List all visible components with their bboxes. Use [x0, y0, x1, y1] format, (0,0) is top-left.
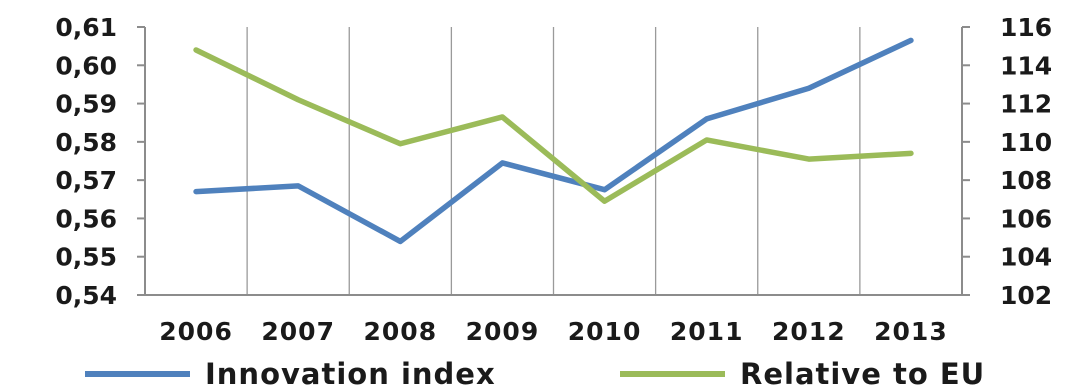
left-tick-label: 0,55: [55, 243, 117, 272]
right-tick-label: 110: [1000, 128, 1052, 157]
legend-label: Relative to EU: [740, 357, 985, 385]
x-tick-label: 2008: [364, 317, 438, 346]
right-tick-label: 116: [1000, 13, 1052, 42]
right-tick-label: 106: [1000, 204, 1052, 233]
left-tick-label: 0,59: [55, 90, 117, 119]
series-line-innovation-index: [193, 37, 914, 245]
right-tick-label: 114: [1000, 51, 1052, 80]
right-tick-label: 104: [1000, 243, 1052, 272]
left-y-axis-ticks: 0,54 0,55 0,56 0,57 0,58 0,59 0,60 0,61: [55, 13, 145, 310]
series-lines: [193, 37, 914, 245]
x-tick-label: 2011: [670, 317, 744, 346]
series-line-relative-to-eu: [193, 47, 914, 204]
x-tick-label: 2012: [772, 317, 846, 346]
left-tick-label: 0,54: [55, 281, 117, 310]
left-tick-label: 0,60: [55, 51, 117, 80]
left-tick-label: 0,57: [55, 166, 117, 195]
left-tick-label: 0,56: [55, 204, 117, 233]
x-tick-label: 2013: [874, 317, 948, 346]
x-axis-ticks: 2006 2007 2008 2009 2010 2011 2012 2013: [159, 317, 948, 346]
left-tick-label: 0,61: [55, 13, 117, 42]
right-y-axis-ticks: 102 104 106 108 110 112 114 116: [962, 13, 1052, 310]
grid-lines: [246, 27, 861, 295]
x-tick-label: 2006: [159, 317, 233, 346]
x-tick-label: 2007: [261, 317, 335, 346]
right-tick-label: 112: [1000, 90, 1052, 119]
legend-label: Innovation index: [205, 357, 496, 385]
axes: [144, 27, 963, 296]
left-tick-label: 0,58: [55, 128, 117, 157]
x-tick-label: 2010: [568, 317, 642, 346]
legend: Innovation index Relative to EU: [85, 357, 985, 385]
x-tick-label: 2009: [466, 317, 540, 346]
right-tick-label: 108: [1000, 166, 1052, 195]
right-tick-label: 102: [1000, 281, 1052, 310]
